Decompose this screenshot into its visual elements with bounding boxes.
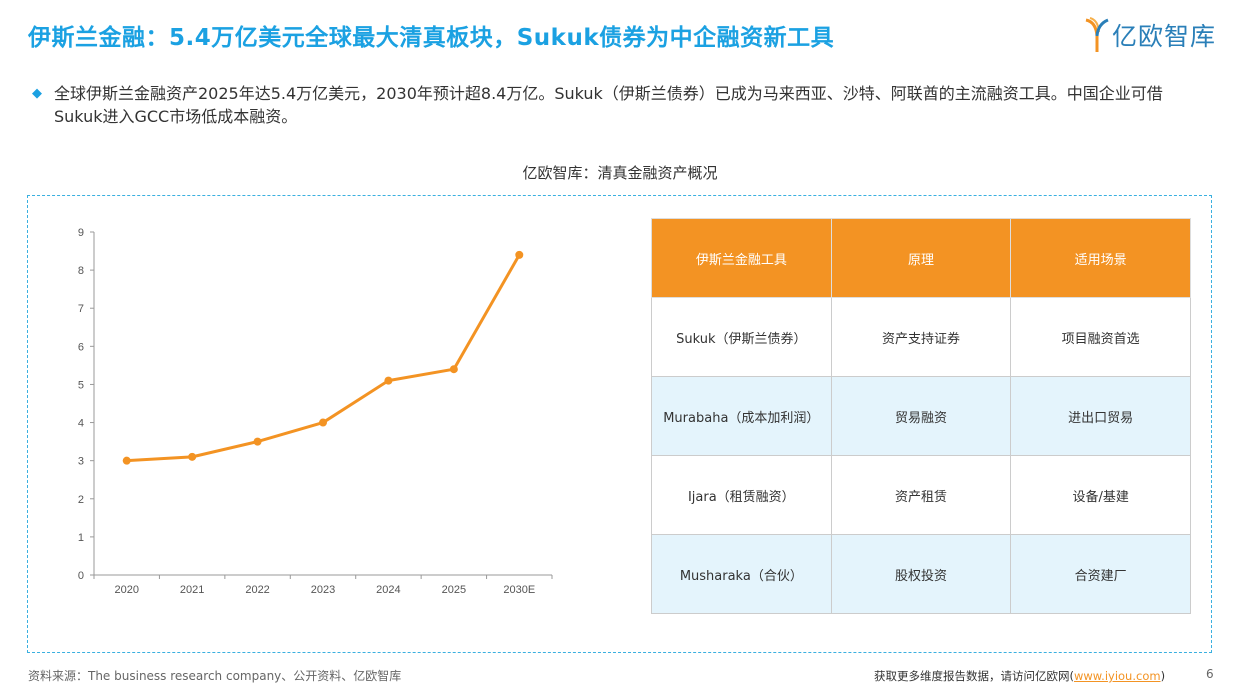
cell: Musharaka（合伙） <box>651 534 832 614</box>
logo: 亿欧智库 <box>1084 16 1216 54</box>
page-title: 伊斯兰金融：5.4万亿美元全球最大清真板块，Sukuk债券为中企融资新工具 <box>28 25 835 51</box>
line-chart: 0 1 2 3 4 5 6 7 8 9 2020 2021 2022 2023 2024 2025 2030E <box>78 227 553 596</box>
table-row: Sukuk（伊斯兰债券） 资产支持证券 项目融资首选 <box>651 297 1191 377</box>
cell: 合资建厂 <box>1010 534 1191 614</box>
page-number: 6 <box>1206 667 1214 681</box>
y-tick-label: 5 <box>78 379 84 391</box>
x-tick-label: 2024 <box>376 584 400 596</box>
cta-end: ) <box>1160 669 1166 683</box>
source-note: 资料来源：The business research company、公开资料、… <box>28 669 402 683</box>
cell: 股权投资 <box>830 534 1012 614</box>
footer-cta: 获取更多维度报告数据，请访问亿欧网(www.iyiou.com) <box>874 668 1165 684</box>
cell: Sukuk（伊斯兰债券） <box>651 297 832 377</box>
logo-text: 亿欧智库 <box>1112 22 1217 51</box>
data-point <box>253 437 262 446</box>
data-point <box>515 250 524 259</box>
y-tick-label: 9 <box>78 227 84 239</box>
table-row: Musharaka（合伙） 股权投资 合资建厂 <box>651 534 1191 614</box>
cell: 资产租赁 <box>830 455 1012 535</box>
cta-text: 获取更多维度报告数据，请访问亿欧网( <box>874 669 1074 683</box>
y-tick-label: 3 <box>78 456 84 468</box>
table-row: Ijara（租赁融资） 资产租赁 设备/基建 <box>651 455 1191 535</box>
data-point <box>122 456 131 465</box>
y-tick-label: 8 <box>78 265 84 277</box>
y-tick-label: 1 <box>78 532 84 544</box>
data-point <box>384 376 393 385</box>
header-cell: 适用场景 <box>1010 218 1191 298</box>
data-point <box>449 365 458 374</box>
x-tick-label: 2023 <box>311 584 335 596</box>
x-tick-label: 2022 <box>245 584 269 596</box>
y-tick-label: 7 <box>78 303 84 315</box>
instrument-table: 伊斯兰金融工具 原理 适用场景 Sukuk（伊斯兰债券） 资产支持证券 项目融资首选… <box>651 218 1191 614</box>
content-frame <box>27 195 1212 653</box>
header-cell: 伊斯兰金融工具 <box>651 218 832 298</box>
cell: 资产支持证券 <box>830 297 1012 377</box>
y-tick-label: 0 <box>78 570 84 582</box>
x-tick-label: 2021 <box>180 584 204 596</box>
figure-title: 亿欧智库：清真金融资产概况 <box>522 164 718 182</box>
table-row: Murabaha（成本加利润） 贸易融资 进出口贸易 <box>651 376 1191 456</box>
cell: 贸易融资 <box>830 376 1012 456</box>
summary-text: 全球伊斯兰金融资产2025年达5.4万亿美元，2030年预计超8.4万亿。Suk… <box>54 84 1163 126</box>
cell: 进出口贸易 <box>1010 376 1191 456</box>
data-point <box>319 418 327 427</box>
x-tick-label: 2030E <box>503 584 535 596</box>
cell: 项目融资首选 <box>1010 297 1191 377</box>
y-tick-label: 2 <box>78 494 84 506</box>
x-tick-label: 2025 <box>442 584 466 596</box>
y-tick-label: 4 <box>78 418 84 430</box>
data-point <box>188 452 197 461</box>
cell: Ijara（租赁融资） <box>651 455 832 535</box>
logo-icon <box>1085 17 1109 52</box>
cell: 设备/基建 <box>1010 455 1191 535</box>
website-link[interactable]: www.iyiou.com <box>1074 669 1161 683</box>
diamond-bullet-icon: ◆ <box>32 86 42 101</box>
series-line <box>126 254 521 463</box>
cell: Murabaha（成本加利润） <box>651 376 832 456</box>
x-tick-label: 2020 <box>114 584 138 596</box>
header-cell: 原理 <box>830 218 1012 298</box>
y-tick-label: 6 <box>78 341 84 353</box>
